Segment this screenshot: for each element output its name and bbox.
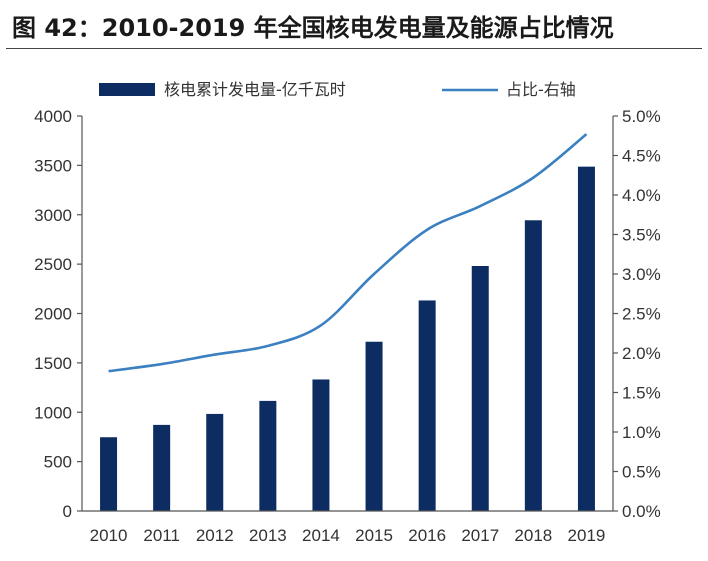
bar (259, 400, 277, 511)
bar (471, 266, 489, 511)
x-tick-label: 2015 (355, 526, 393, 545)
y-right-tick-label: 1.0% (622, 423, 661, 442)
bar (418, 300, 436, 511)
legend: 核电累计发电量-亿千瓦时 占比-右轴 (99, 80, 576, 99)
x-tick-label: 2017 (461, 526, 499, 545)
bar (577, 166, 595, 511)
y-right-tick-label: 3.5% (622, 226, 661, 245)
bar (312, 379, 330, 511)
y-left-tick-label: 1500 (34, 354, 72, 373)
bar (153, 424, 171, 511)
y-right-tick-label: 2.5% (622, 305, 661, 324)
line-series (108, 133, 588, 373)
y-left-tick-label: 500 (44, 453, 72, 472)
x-tick-label: 2012 (196, 526, 234, 545)
x-tick-label: 2010 (90, 526, 128, 545)
y-right-tick-label: 5.0% (622, 107, 661, 126)
bar (365, 341, 383, 511)
y-left-tick-label: 2500 (34, 255, 72, 274)
y-right-tick-label: 0.5% (622, 463, 661, 482)
bar (206, 413, 224, 511)
y-right-tick-label: 2.0% (622, 344, 661, 363)
y-left-tick-label: 4000 (34, 107, 72, 126)
share-line (108, 133, 588, 373)
x-tick-label: 2016 (408, 526, 446, 545)
chart-title: 图 42：2010-2019 年全国核电发电量及能源占比情况 (12, 14, 614, 42)
x-tick-label: 2014 (302, 526, 340, 545)
y-right-tick-label: 3.0% (622, 265, 661, 284)
x-tick-label: 2019 (568, 526, 606, 545)
y-left-tick-label: 2000 (34, 305, 72, 324)
y-right-tick-label: 4.0% (622, 186, 661, 205)
legend-bar-swatch (99, 83, 155, 96)
x-tick-label: 2011 (143, 526, 180, 545)
x-tick-label: 2013 (249, 526, 287, 545)
title-divider (6, 48, 702, 49)
y-right-tick-label: 1.5% (622, 384, 661, 403)
bar (100, 437, 118, 511)
legend-bar-label: 核电累计发电量-亿千瓦时 (164, 80, 346, 99)
axes: 0 500 1000 1500 2000 2500 3000 3500 4000 0.0% 0.5%… (34, 107, 661, 545)
y-left-tick-label: 3000 (34, 206, 72, 225)
y-left-tick-label: 1000 (34, 403, 72, 422)
legend-line-label: 占比-右轴 (506, 80, 576, 99)
x-tick-label: 2018 (514, 526, 552, 545)
bar-series (100, 166, 595, 511)
y-left-tick-label: 3500 (34, 156, 72, 175)
y-right-tick-label: 0.0% (622, 502, 661, 521)
bar (524, 220, 542, 511)
y-left-tick-label: 0 (63, 502, 72, 521)
y-right-tick-label: 4.5% (622, 147, 661, 166)
